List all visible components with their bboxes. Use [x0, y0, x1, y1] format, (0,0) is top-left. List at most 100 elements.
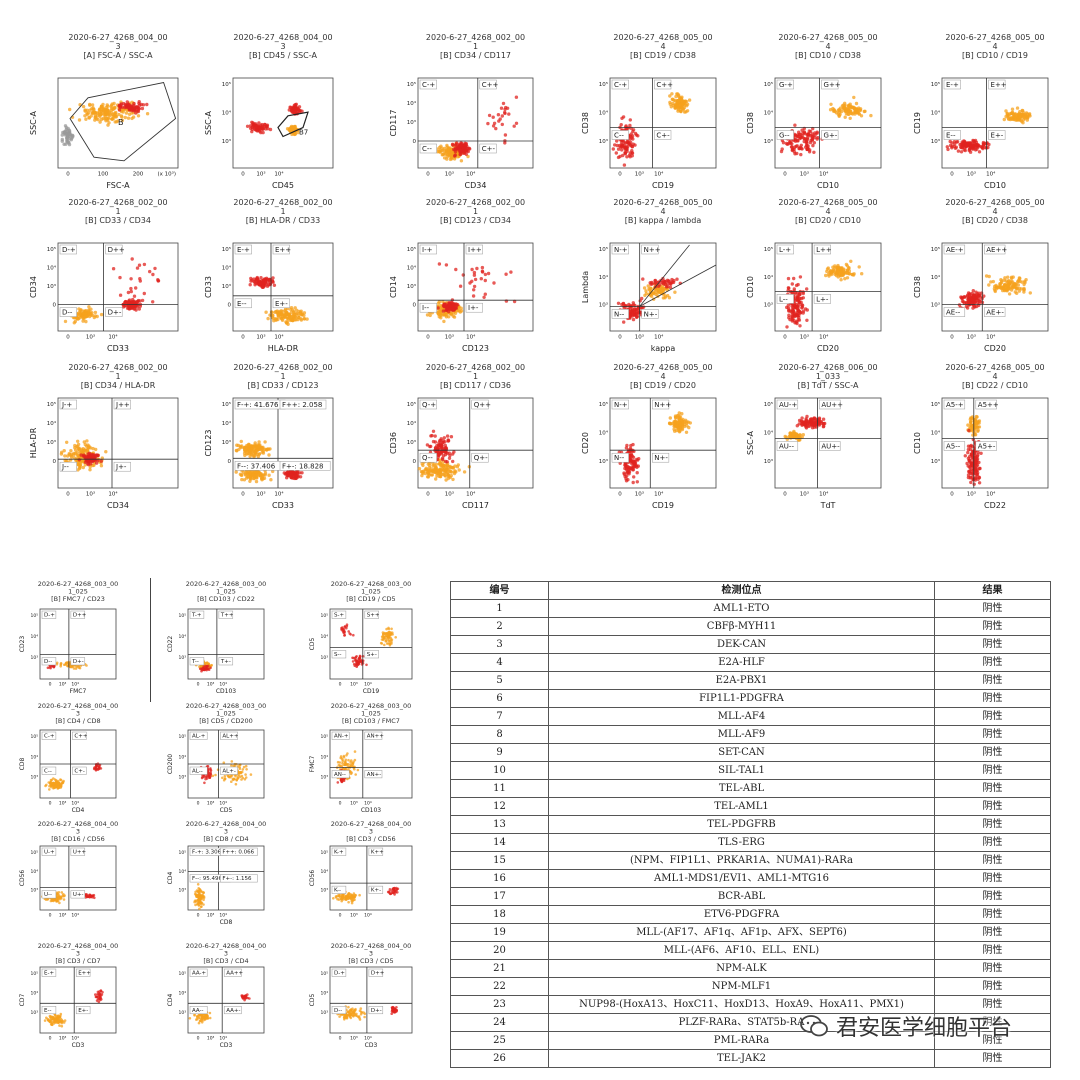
quadrant-label: E-- [946, 132, 956, 140]
y-tick-label: 10⁵ [30, 734, 38, 740]
event-dot [483, 292, 487, 296]
gate-polygon [277, 111, 309, 138]
event-dot [291, 318, 295, 323]
event-dot [111, 112, 115, 117]
y-axis-label: CD33 [204, 276, 213, 298]
event-dot [799, 146, 803, 151]
event-dot [445, 157, 449, 161]
event-dot [107, 121, 111, 125]
event-dot [231, 778, 235, 782]
plot-id: 3 [280, 42, 285, 51]
event-dot [223, 774, 227, 778]
event-dot [798, 324, 802, 328]
event-dot [963, 148, 967, 153]
event-dot [447, 301, 452, 305]
event-dot [293, 306, 297, 310]
event-dot [622, 163, 627, 167]
x-tick-label: 200 [133, 172, 144, 178]
x-axis-label: CD45 [272, 181, 294, 190]
event-dot [456, 463, 460, 467]
plot-title: [B] TdT / SSC-A [798, 381, 859, 390]
event-dot [467, 465, 471, 469]
quadrant-label: T-- [191, 659, 199, 665]
event-dot [633, 143, 637, 147]
event-dot [63, 124, 68, 128]
quadrant-label: C+- [656, 132, 670, 140]
event-dot [684, 430, 689, 434]
event-dot [223, 777, 227, 781]
event-dot [1016, 112, 1020, 117]
plot-title: [B] CD10 / CD19 [962, 51, 1028, 60]
event-dot [688, 421, 692, 425]
event-dot [790, 308, 795, 312]
event-dot [462, 470, 467, 474]
event-dot [343, 629, 346, 633]
event-dot [287, 108, 291, 112]
event-dot [289, 306, 294, 310]
event-dot [447, 315, 451, 319]
quadrant-label: D-- [44, 659, 52, 665]
x-tick-label: 10³ [967, 491, 976, 498]
event-dot [1007, 113, 1011, 117]
event-dot [249, 447, 254, 451]
event-dot [385, 627, 388, 631]
event-dot [976, 145, 980, 149]
event-dot [210, 663, 213, 667]
y-tick-label: 10⁵ [178, 734, 186, 740]
quadrant-label: L+- [816, 295, 829, 303]
event-dot [440, 464, 444, 468]
y-tick-label: 10⁴ [599, 274, 609, 281]
event-dot [248, 126, 253, 130]
event-dot [845, 106, 849, 111]
event-dot [1028, 291, 1033, 295]
event-dot [1021, 118, 1026, 122]
plot-frame [57, 397, 179, 489]
x-tick-label: 0 [66, 492, 70, 498]
event-dot [809, 134, 813, 138]
event-dot [355, 660, 358, 663]
event-dot [487, 113, 492, 118]
quadrant-label: N-+ [614, 246, 628, 254]
event-dot [129, 289, 133, 294]
event-dot [848, 109, 852, 113]
flow-plot: 2020-6-27_4268_005_004[B] CD22 / CD10A5-… [913, 363, 1049, 510]
event-dot [849, 259, 853, 263]
event-dot [431, 429, 436, 433]
event-dot [616, 155, 621, 160]
quadrant-label: E-+ [237, 246, 250, 254]
quadrant-label: AL+- [222, 769, 235, 775]
plot-id: 4 [660, 372, 665, 381]
quadrant-label: E+- [991, 132, 1004, 140]
x-tick-label: 10⁴ [108, 334, 118, 341]
event-dot [83, 460, 88, 464]
event-dot [633, 307, 637, 311]
quadrant-label-box [821, 130, 839, 140]
event-dot [620, 148, 624, 152]
event-dot [631, 301, 635, 305]
quadrant-label: I-- [422, 304, 430, 312]
event-dot [272, 283, 277, 287]
quadrant-label: C++ [482, 81, 499, 89]
y-axis-label: CD38 [746, 112, 755, 134]
quadrant-label: N-- [614, 454, 625, 462]
event-dot [635, 314, 640, 319]
event-dot [428, 444, 432, 449]
plot-id: 4 [992, 372, 997, 381]
event-dot [482, 295, 486, 299]
plot-id: 1_033 [816, 372, 840, 381]
event-dot [638, 299, 642, 303]
x-tick-label: 10³ [256, 491, 265, 498]
event-dot [824, 273, 828, 278]
event-dot [72, 321, 77, 325]
event-dot [812, 141, 816, 145]
quadrant-label: N-+ [614, 401, 628, 409]
event-dot [289, 128, 293, 133]
event-dot [70, 135, 75, 139]
plot-file-name: 2020-6-27_4268_006_00 [778, 363, 877, 372]
plot-title: [B] HLA-DR / CD33 [246, 216, 321, 225]
event-dot [245, 452, 249, 456]
x-tick-label: 10⁴ [274, 171, 284, 178]
event-dot [642, 286, 647, 290]
x-tick-label: 0 [618, 492, 622, 498]
